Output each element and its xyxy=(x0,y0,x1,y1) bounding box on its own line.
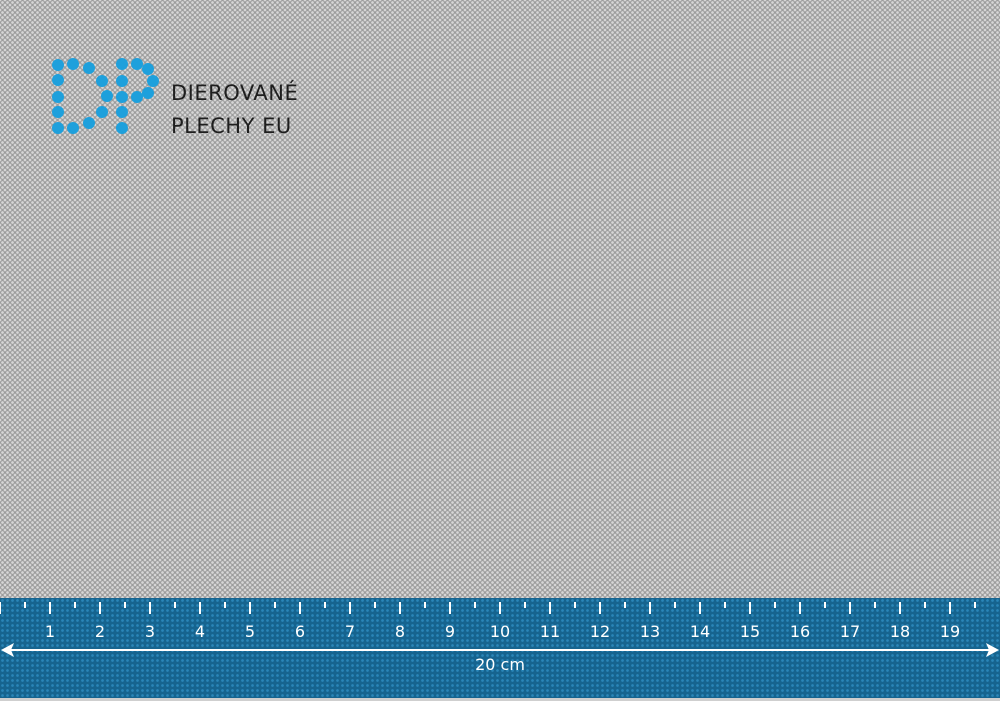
logo-dot xyxy=(83,62,95,74)
logo-dot xyxy=(142,87,154,99)
ruler-number: 19 xyxy=(940,622,960,641)
logo-line-2: PLECHY EU xyxy=(171,114,292,138)
logo-dot xyxy=(52,122,64,134)
ruler-number: 17 xyxy=(840,622,860,641)
ruler-number: 6 xyxy=(295,622,305,641)
bottom-strip xyxy=(0,698,1000,701)
logo-dot xyxy=(96,106,108,118)
ruler-number: 10 xyxy=(490,622,510,641)
ruler-number: 16 xyxy=(790,622,810,641)
length-arrow xyxy=(1,643,999,657)
logo-dot xyxy=(131,91,143,103)
ruler-number: 18 xyxy=(890,622,910,641)
ruler-number: 11 xyxy=(540,622,560,641)
logo-dot xyxy=(83,117,95,129)
logo-line-1: DIEROVANÉ xyxy=(171,81,299,105)
ruler-number: 1 xyxy=(45,622,55,641)
logo-dot xyxy=(52,91,64,103)
ruler-number: 13 xyxy=(640,622,660,641)
ruler-number: 2 xyxy=(95,622,105,641)
logo-dot xyxy=(67,58,79,70)
logo-dot xyxy=(131,58,143,70)
ruler-number: 5 xyxy=(245,622,255,641)
logo-dot xyxy=(116,122,128,134)
ruler: 1 2 3 4 5 6 7 8 9 10 11 12 13 14 15 16 17 18 19 20 cm xyxy=(0,602,999,674)
logo-dot xyxy=(101,90,113,102)
logo-dot xyxy=(96,75,108,87)
ruler-number: 4 xyxy=(195,622,205,641)
length-label: 20 cm xyxy=(475,655,525,674)
logo-dot xyxy=(67,122,79,134)
ruler-number: 8 xyxy=(395,622,405,641)
ruler-number: 3 xyxy=(145,622,155,641)
logo-dot xyxy=(52,59,64,71)
ruler-number: 12 xyxy=(590,622,610,641)
logo-dot xyxy=(147,75,159,87)
logo-dot xyxy=(116,58,128,70)
ruler-band xyxy=(0,598,1000,698)
logo-dot xyxy=(116,75,128,87)
logo-mark xyxy=(52,58,159,134)
logo-dot xyxy=(52,74,64,86)
ruler-number: 9 xyxy=(445,622,455,641)
logo-dot xyxy=(52,106,64,118)
ruler-number: 7 xyxy=(345,622,355,641)
ruler-number: 14 xyxy=(690,622,710,641)
logo-dot xyxy=(116,106,128,118)
logo-dot xyxy=(142,63,154,75)
logo-dot xyxy=(116,91,128,103)
ruler-number: 15 xyxy=(740,622,760,641)
